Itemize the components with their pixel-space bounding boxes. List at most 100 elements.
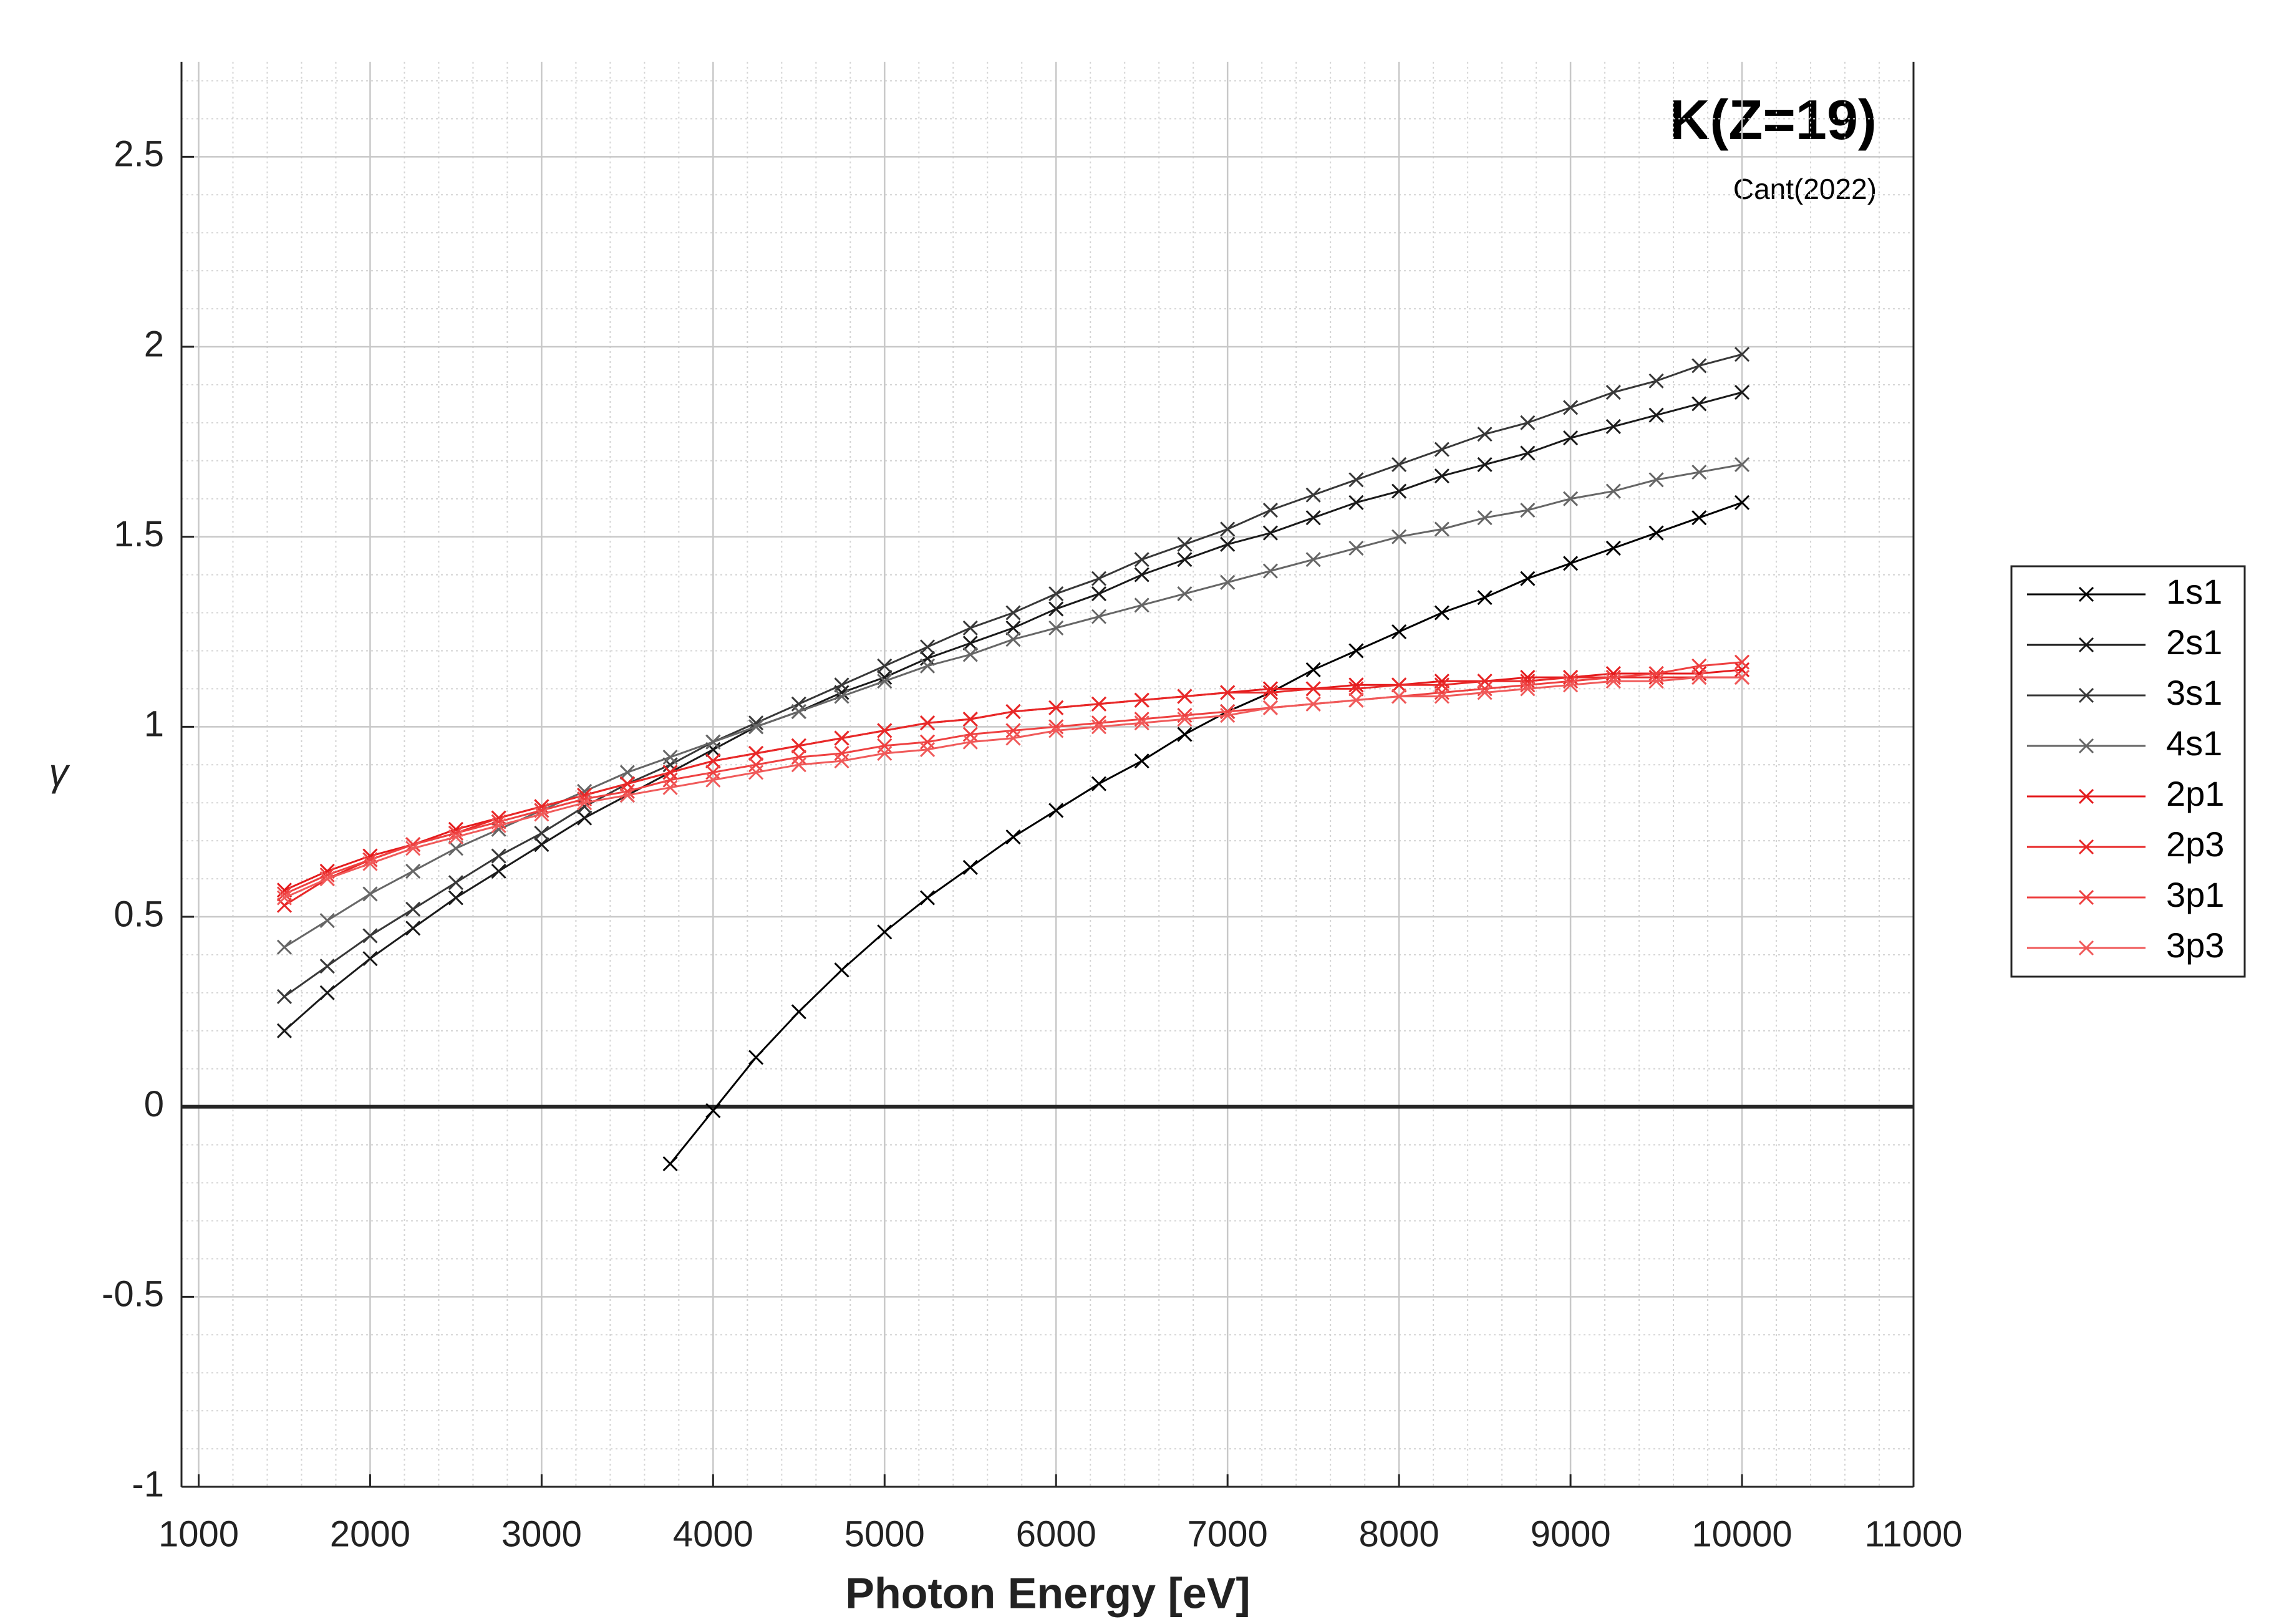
marker (1005, 605, 1021, 621)
legend-marker (2078, 839, 2094, 855)
marker (705, 734, 721, 750)
marker (619, 787, 635, 803)
marker (962, 647, 978, 662)
marker (534, 825, 549, 841)
x-tick-label: 3000 (501, 1514, 582, 1554)
marker (962, 712, 978, 727)
marker (362, 928, 378, 944)
marker (1734, 495, 1750, 510)
marker (962, 620, 978, 636)
marker (1605, 540, 1621, 556)
legend-label: 1s1 (2166, 572, 2222, 611)
marker (705, 765, 721, 780)
y-tick-label: 2.5 (114, 134, 164, 175)
marker (919, 658, 936, 674)
series-line (669, 501, 1743, 1165)
legend-marker (2078, 586, 2094, 602)
marker (1434, 605, 1449, 621)
x-tick-label: 6000 (1016, 1514, 1096, 1554)
y-tick-label: 0 (144, 1084, 164, 1124)
marker (491, 863, 506, 879)
marker (748, 765, 764, 780)
series-line (284, 353, 1743, 998)
marker (1091, 571, 1107, 586)
y-tick-label: -0.5 (102, 1274, 164, 1315)
marker (1005, 620, 1021, 636)
x-tick-label: 2000 (330, 1514, 410, 1554)
marker (1262, 563, 1279, 579)
marker (791, 750, 806, 765)
marker (962, 727, 978, 742)
marker (1563, 556, 1579, 571)
marker (1691, 510, 1707, 526)
x-tick-label: 4000 (673, 1514, 753, 1554)
legend-marker (2078, 637, 2094, 653)
marker (1177, 536, 1193, 552)
marker (1434, 442, 1449, 457)
marker (619, 765, 635, 780)
marker (1734, 457, 1750, 472)
y-axis-label: γ (49, 751, 70, 794)
marker (1262, 700, 1279, 715)
marker (1691, 358, 1707, 374)
legend-marker (2078, 788, 2094, 805)
marker (1477, 674, 1493, 689)
marker (1648, 373, 1664, 389)
marker (662, 765, 678, 780)
legend-label: 3p1 (2166, 875, 2224, 914)
marker (919, 742, 936, 757)
marker (1005, 730, 1021, 746)
marker (1048, 620, 1064, 636)
marker (1691, 465, 1707, 480)
y-tick-label: -1 (132, 1464, 164, 1504)
marker (1563, 400, 1579, 415)
marker (791, 703, 806, 720)
marker (448, 890, 463, 906)
marker (962, 734, 978, 750)
marker (1563, 677, 1579, 693)
x-axis-label: Photon Energy [eV] (845, 1568, 1250, 1617)
marker (1605, 418, 1621, 435)
marker (1091, 719, 1107, 735)
marker (877, 658, 893, 674)
legend-label: 2s1 (2166, 622, 2222, 662)
marker (1048, 601, 1064, 617)
marker (1091, 609, 1107, 624)
marker (877, 924, 893, 940)
legend-label: 4s1 (2166, 723, 2222, 763)
marker (1605, 483, 1621, 499)
marker (276, 897, 293, 913)
marker (1262, 502, 1279, 518)
marker (1477, 457, 1493, 472)
marker (1220, 536, 1236, 552)
marker (1391, 624, 1407, 640)
marker (834, 677, 849, 693)
marker (1220, 521, 1236, 537)
marker (1348, 495, 1364, 510)
marker (1305, 662, 1321, 677)
marker (276, 1023, 293, 1038)
marker (1305, 510, 1321, 526)
marker (362, 950, 378, 967)
x-tick-label: 9000 (1531, 1514, 1611, 1554)
legend-marker (2078, 738, 2094, 754)
marker (919, 734, 936, 750)
marker (1348, 681, 1364, 697)
marker (962, 859, 978, 875)
marker (319, 959, 335, 974)
marker (662, 757, 678, 773)
legend-label: 2p3 (2166, 824, 2224, 864)
marker (1520, 502, 1536, 518)
marker (1134, 567, 1149, 582)
y-tick-label: 2 (144, 324, 164, 364)
marker (1648, 407, 1664, 423)
marker (1648, 665, 1664, 682)
marker (1091, 776, 1107, 791)
legend: 1s1 2s1 3s1 4s1 2p1 2p3 3p1 3p3 (2010, 565, 2246, 978)
marker (748, 745, 764, 761)
marker (405, 841, 421, 856)
marker (1477, 427, 1493, 442)
marker (1177, 689, 1193, 704)
marker (1134, 552, 1149, 568)
marker (1477, 510, 1493, 526)
